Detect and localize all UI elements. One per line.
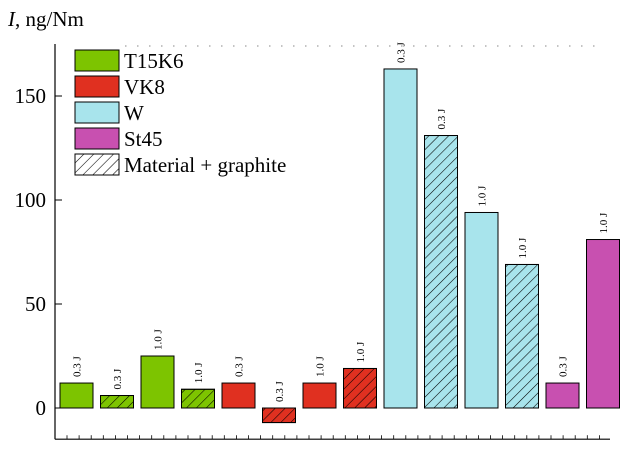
bar-hatch <box>424 135 458 409</box>
bar-label: 1.0 J <box>355 341 367 363</box>
bar-group: 0.3 J <box>59 356 94 409</box>
bar <box>464 211 499 409</box>
bar-label: 0.3 J <box>112 368 124 390</box>
bar-label: 0.3 J <box>274 381 286 403</box>
legend-swatch-hatch <box>74 153 120 176</box>
bar-group: 0.3 J <box>262 381 296 424</box>
bar-hatch <box>100 395 134 409</box>
legend-swatch <box>74 101 120 124</box>
bar <box>221 382 256 409</box>
legend-swatch <box>74 127 120 150</box>
bar-label: 1.0 J <box>315 356 327 378</box>
axes: 0 50 100 150 <box>15 44 610 440</box>
legend-label: T15K6 <box>124 49 184 73</box>
bar <box>383 68 418 409</box>
bar-hatch <box>262 407 296 424</box>
bar-label: 1.0 J <box>477 185 489 207</box>
legend-label: VK8 <box>124 75 165 99</box>
bar <box>545 382 580 409</box>
legend-swatch <box>74 75 120 98</box>
bar-group: 1.0 J <box>343 341 377 409</box>
bar <box>302 382 337 409</box>
bar-label: 0.3 J <box>72 356 84 378</box>
bar-label: 0.3 J <box>234 356 246 378</box>
legend-label: W <box>124 101 144 125</box>
bar <box>140 355 175 409</box>
bar-group: 0.3 J <box>221 356 256 409</box>
bar <box>586 239 620 409</box>
y-tick-label: 50 <box>25 292 46 316</box>
bar-label: 0.3 J <box>396 41 408 63</box>
bar-label: 1.0 J <box>598 212 610 234</box>
bar-group: 1.0 J <box>140 329 175 409</box>
bar-label: 0.3 J <box>558 356 570 378</box>
y-tick-label: 100 <box>15 188 47 212</box>
y-axis-label-unit: , ng/Nm <box>15 7 84 31</box>
y-axis-label: I, ng/Nm <box>7 7 84 31</box>
bars-group: 0.3 J 0.3 J 1.0 J 1.0 J 0.3 J 0.3 J 1.0 J 1.0 J… <box>59 41 620 424</box>
y-axis-label-symbol: I <box>7 7 16 31</box>
bar <box>59 382 94 409</box>
legend-label: St45 <box>124 127 163 151</box>
bar-hatch <box>505 263 539 409</box>
bar-group: 1.0 J <box>586 212 620 409</box>
bar-group: 1.0 J <box>464 185 499 409</box>
y-tick-label: 150 <box>15 84 47 108</box>
bar-group: 1.0 J <box>181 362 215 409</box>
bar-hatch <box>343 367 377 409</box>
bar-label: 1.0 J <box>193 362 205 384</box>
bar-hatch <box>181 388 215 409</box>
legend-label: Material + graphite <box>124 153 286 177</box>
bar-group: 1.0 J <box>302 356 337 409</box>
bar-label: 1.0 J <box>153 329 165 351</box>
bar-label: 0.3 J <box>436 108 448 130</box>
bar-group: 0.3 J <box>545 356 580 409</box>
legend-swatch <box>74 49 120 72</box>
bar-group: 0.3 J <box>383 41 418 409</box>
bar-label: 1.0 J <box>517 237 529 259</box>
bar-group: 0.3 J <box>100 368 134 409</box>
bar-group: 1.0 J <box>505 237 539 409</box>
y-tick-label: 0 <box>36 396 47 420</box>
bar-group: 0.3 J <box>424 108 458 409</box>
